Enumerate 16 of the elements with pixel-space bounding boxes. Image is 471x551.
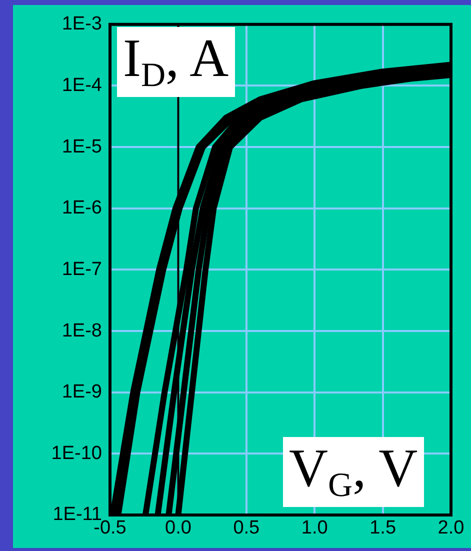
y-tick-label: 1E-10: [51, 442, 102, 464]
y-tick-label: 1E-11: [52, 504, 102, 526]
y-tick-label: 1E-9: [62, 382, 102, 403]
y-axis-title: I$_{D}$, A: [117, 27, 235, 97]
x-tick-label: 1.0: [301, 518, 328, 539]
y-tick-label: 1E-3: [62, 14, 102, 35]
x-tick-label: 0.5: [233, 518, 260, 539]
y-tick-label: 1E-5: [62, 136, 102, 158]
x-tick-label: 1.5: [370, 518, 396, 539]
x-axis-title: V$_{G}$, V: [283, 437, 424, 507]
y-tick-label: 1E-4: [62, 74, 102, 96]
x-tick-label: 0.0: [164, 518, 192, 539]
y-tick-label: 1E-8: [62, 320, 102, 342]
y-tick-label: 1E-7: [62, 258, 102, 280]
y-tick-label: 1E-6: [62, 198, 102, 219]
x-tick-label: 2.0: [438, 518, 464, 539]
